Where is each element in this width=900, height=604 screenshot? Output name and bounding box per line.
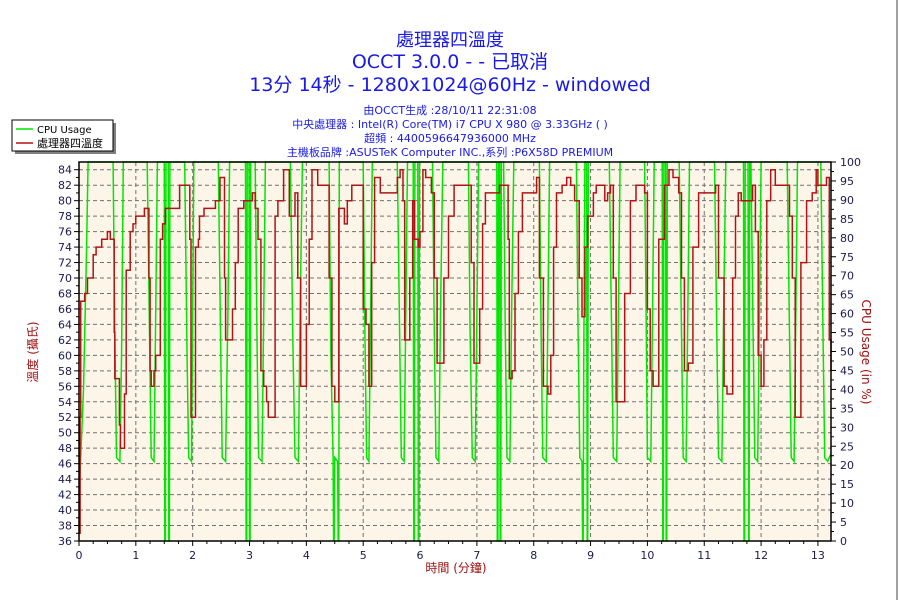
y-tick-label: 40 <box>58 504 72 517</box>
x-tick-label: 4 <box>303 549 310 562</box>
y-axis-label: 溫度 (攝氏) <box>25 321 40 382</box>
y-tick-label: 42 <box>58 489 72 502</box>
x-tick-label: 5 <box>360 549 367 562</box>
y-tick-label: 78 <box>58 210 72 223</box>
x-tick-label: 6 <box>417 549 424 562</box>
x-tick-label: 12 <box>754 549 768 562</box>
x-tick-label: 8 <box>530 549 537 562</box>
x-tick-label: 13 <box>811 549 825 562</box>
y2-tick-label: 5 <box>840 516 847 529</box>
y-tick-label: 56 <box>58 380 72 393</box>
y2-tick-label: 55 <box>840 327 854 340</box>
y2-axis-label: CPU Usage (in %) <box>859 300 873 405</box>
chart-title: 處理器四溫度 <box>396 30 504 51</box>
y-tick-label: 44 <box>58 473 72 486</box>
axes: 3638404244464850525456586062646668707274… <box>58 156 861 562</box>
y2-tick-label: 0 <box>840 535 847 548</box>
y-tick-label: 84 <box>58 164 72 177</box>
x-tick-label: 3 <box>246 549 253 562</box>
y-tick-label: 46 <box>58 458 72 471</box>
legend-label-temperature: 處理器四溫度 <box>37 136 103 150</box>
y2-tick-label: 35 <box>840 402 854 415</box>
y-tick-label: 74 <box>58 241 72 254</box>
y2-tick-label: 10 <box>840 497 854 510</box>
y2-tick-label: 90 <box>840 194 854 207</box>
x-tick-label: 2 <box>189 549 196 562</box>
legend-label-cpu: CPU Usage <box>37 125 92 136</box>
plot-area <box>79 162 831 541</box>
y2-tick-label: 95 <box>840 175 854 188</box>
y-tick-label: 76 <box>58 226 72 239</box>
info-line-cpu: 中央處理器 : Intel(R) Core(TM) i7 CPU X 980 @… <box>292 117 608 131</box>
y2-tick-label: 30 <box>840 421 854 434</box>
y2-tick-label: 60 <box>840 308 854 321</box>
x-tick-label: 11 <box>697 549 711 562</box>
y-tick-label: 80 <box>58 195 72 208</box>
y2-tick-label: 45 <box>840 364 854 377</box>
y-tick-label: 58 <box>58 365 72 378</box>
y-tick-label: 70 <box>58 272 72 285</box>
info-line-generated: 由OCCT生成 :28/10/11 22:31:08 <box>363 103 536 117</box>
x-tick-label: 9 <box>587 549 594 562</box>
y-tick-label: 82 <box>58 179 72 192</box>
x-tick-label: 0 <box>76 549 83 562</box>
y-tick-label: 36 <box>58 535 72 548</box>
y-tick-label: 66 <box>58 303 72 316</box>
chart-subtitle-1: OCCT 3.0.0 - - 已取消 <box>352 51 548 73</box>
y-tick-label: 52 <box>58 411 72 424</box>
y2-tick-label: 15 <box>840 478 854 491</box>
y-tick-label: 54 <box>58 396 72 409</box>
y-tick-label: 64 <box>58 318 72 331</box>
info-line-motherboard: 主機板品牌 :ASUSTeK Computer INC.,系列 :P6X58D … <box>287 145 613 159</box>
y-tick-label: 50 <box>58 427 72 440</box>
y-tick-label: 38 <box>58 520 72 533</box>
x-axis-label: 時間 (分鐘) <box>425 560 486 575</box>
temperature-line <box>79 168 832 535</box>
y2-tick-label: 70 <box>840 270 854 283</box>
y2-tick-label: 85 <box>840 213 854 226</box>
legend: CPU Usage 處理器四溫度 <box>11 119 116 154</box>
y2-tick-label: 75 <box>840 251 854 264</box>
y-tick-label: 72 <box>58 257 72 270</box>
chart-subtitle-2: 13分 14秒 - 1280x1024@60Hz - windowed <box>249 74 651 96</box>
y2-tick-label: 65 <box>840 289 854 302</box>
x-tick-label: 7 <box>473 549 480 562</box>
y2-tick-label: 20 <box>840 459 854 472</box>
y2-tick-label: 25 <box>840 440 854 453</box>
info-line-overclock: 超頻 : 4400596647936000 MHz <box>364 131 536 145</box>
y-tick-label: 60 <box>58 349 72 362</box>
y2-tick-label: 40 <box>840 383 854 396</box>
y-tick-label: 48 <box>58 442 72 455</box>
y-tick-label: 68 <box>58 287 72 300</box>
x-tick-label: 1 <box>132 549 139 562</box>
y2-tick-label: 100 <box>840 156 861 169</box>
y2-tick-label: 50 <box>840 346 854 359</box>
y2-tick-label: 80 <box>840 232 854 245</box>
y-tick-label: 62 <box>58 334 72 347</box>
x-tick-label: 10 <box>640 549 654 562</box>
